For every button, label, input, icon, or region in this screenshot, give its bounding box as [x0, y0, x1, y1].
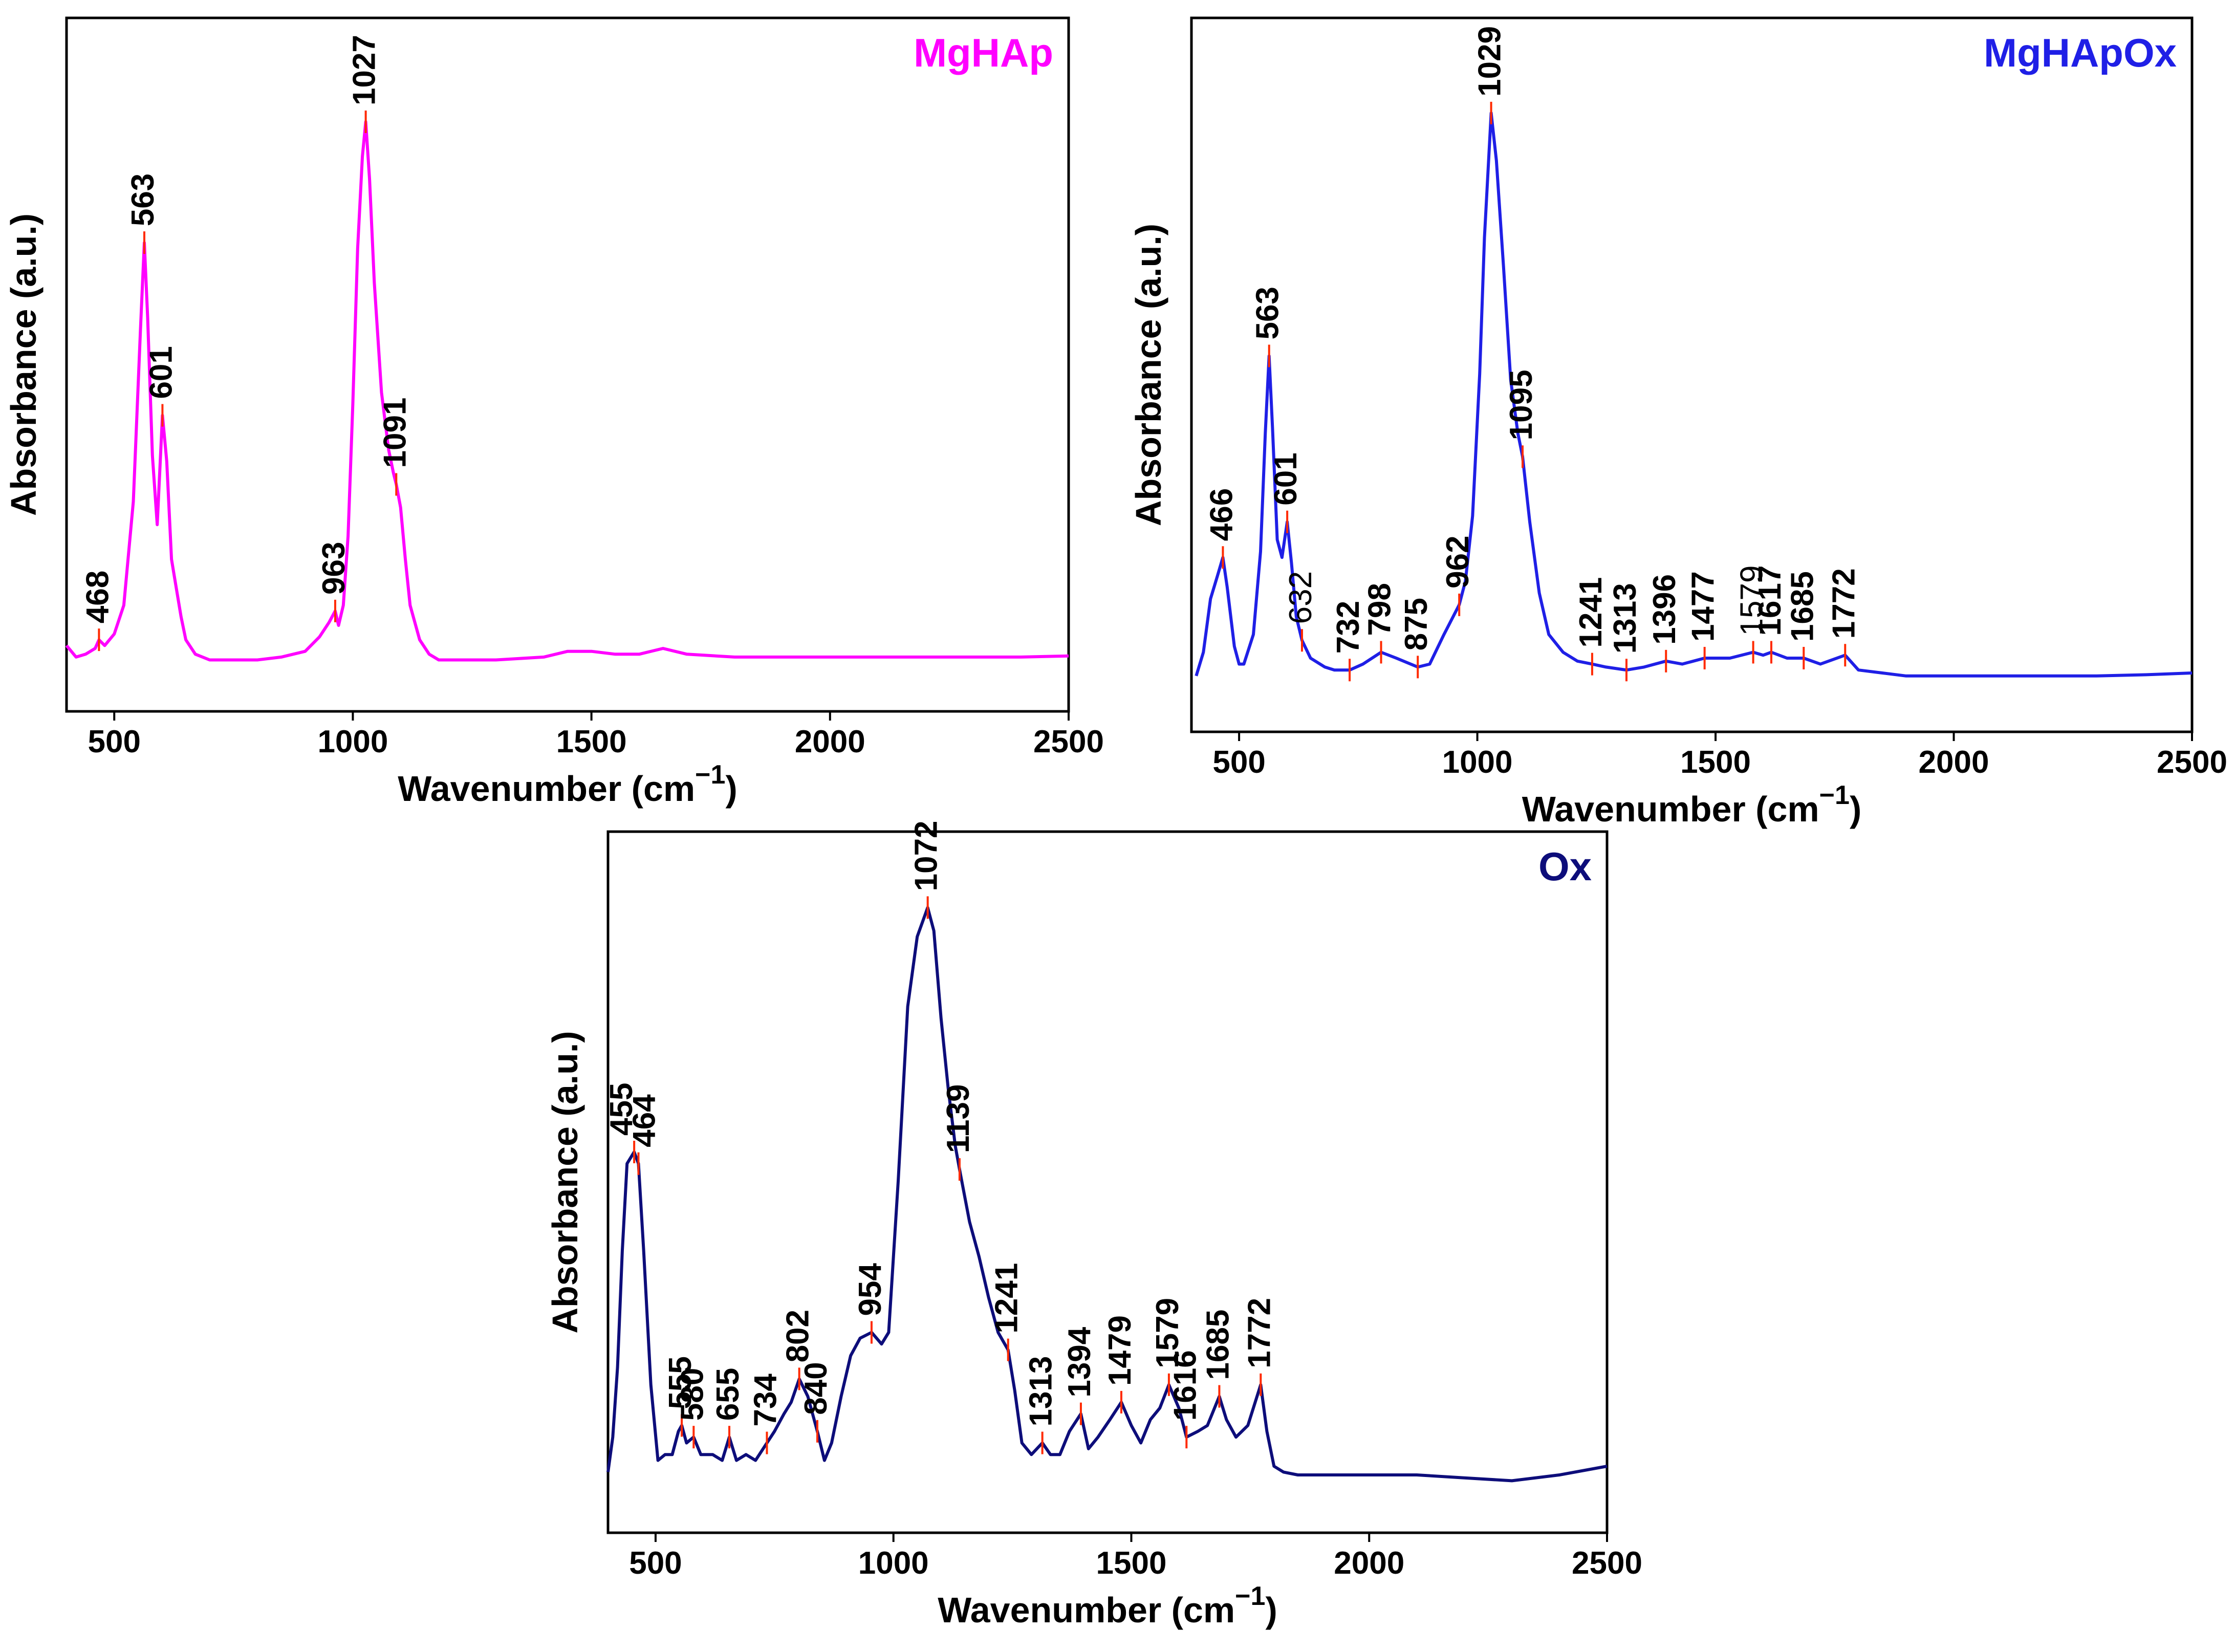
peak-label: 1772: [1826, 568, 1861, 639]
x-tick-label: 1500: [556, 724, 627, 759]
peak-label: 875: [1399, 598, 1434, 650]
peak-label: 1095: [1504, 369, 1539, 440]
peak-label: 962: [1440, 535, 1475, 588]
peak-label: 1685: [1200, 1310, 1235, 1380]
peak-label: 1029: [1472, 26, 1508, 97]
peak-label: 1579: [1734, 566, 1770, 636]
peak-label: 840: [798, 1362, 834, 1415]
peak-label: 1241: [1573, 577, 1609, 648]
peak-label: 580: [675, 1368, 710, 1421]
x-tick-label: 2000: [795, 724, 865, 759]
x-tick-label: 1000: [858, 1546, 929, 1581]
x-tick-label: 2000: [1919, 745, 1989, 780]
peak-label: 732: [1331, 601, 1366, 654]
peak-label: 468: [80, 571, 115, 623]
plot-frame: [606, 830, 1609, 1534]
x-axis-label: Wavenumber (cm−1): [1522, 780, 1862, 829]
peak-label: 1313: [1608, 583, 1643, 654]
chart-panel-ox: 500 1000 1500 2000 2500 Wavenumber (cm−1) Abso…: [545, 820, 1642, 1630]
y-axis-label: Absorbance (a.u.): [4, 213, 44, 516]
peak-label: 1394: [1062, 1327, 1097, 1397]
peak-label: 455: [604, 1082, 639, 1135]
peak-label: 1479: [1102, 1315, 1138, 1386]
x-tick-label: 500: [629, 1546, 682, 1581]
peak-label: 798: [1362, 583, 1398, 636]
peak-label: 464: [626, 1094, 662, 1147]
peak-label: 802: [780, 1310, 816, 1362]
peak-label: 563: [125, 173, 161, 226]
peak-label: 601: [143, 346, 179, 399]
x-axis-label-close: ): [725, 769, 737, 809]
peak-label: 655: [710, 1368, 746, 1421]
peak-label: 1685: [1785, 571, 1820, 642]
peak-label: 555: [663, 1356, 698, 1409]
plot-frame: [65, 16, 1070, 713]
chart-panel-mghap: 500 1000 1500 2000 2500 Wavenumber (cm−1) Abso…: [4, 16, 1104, 809]
y-axis-label: Absorbance (a.u.): [1129, 224, 1168, 526]
peak-label: 601: [1268, 452, 1304, 505]
x-axis-label-close: ): [1265, 1590, 1277, 1630]
series-line-ox: [606, 906, 1608, 1483]
peak-label: 1313: [1024, 1356, 1059, 1427]
chart-panel-mghapox: 500 1000 1500 2000 2500 Wavenumber (cm−1) Abso…: [1129, 16, 2227, 829]
x-axis-label-text: Wavenumber (cm: [398, 769, 695, 809]
x-axis-label-exponent: −1: [1819, 780, 1850, 810]
peak-label: 1617: [1752, 566, 1788, 636]
x-tick-label: 2000: [1334, 1546, 1404, 1581]
x-tick-label: 500: [88, 724, 141, 759]
x-axis-label-exponent: −1: [695, 760, 725, 790]
x-axis-label-exponent: −1: [1235, 1581, 1265, 1611]
x-tick-label: 2500: [1572, 1546, 1642, 1581]
peak-label: 963: [316, 541, 352, 594]
peak-label: 1241: [989, 1263, 1025, 1334]
peak-label: 1139: [941, 1084, 976, 1154]
y-axis-label: Absorbance (a.u.): [545, 1031, 585, 1333]
peak-label: 1091: [377, 398, 413, 468]
x-tick-label: 2500: [1033, 724, 1104, 759]
peak-label: 954: [853, 1263, 888, 1316]
peak-label: 1616: [1167, 1350, 1203, 1421]
peak-label: 632: [1283, 571, 1318, 624]
x-axis-label: Wavenumber (cm−1): [398, 760, 737, 809]
x-tick-label: 500: [1212, 745, 1265, 780]
x-tick-label: 1500: [1680, 745, 1751, 780]
series-line-mghap: [65, 120, 1069, 662]
x-tick-label: 2500: [2157, 745, 2227, 780]
peak-label: 1772: [1242, 1298, 1277, 1368]
peak-label: 466: [1204, 488, 1239, 541]
plot-frame: [1190, 16, 2194, 733]
peak-label: 1072: [909, 820, 944, 891]
peak-label: 1396: [1647, 574, 1682, 645]
peak-label: 1579: [1150, 1298, 1185, 1368]
x-axis-label-text: Wavenumber (cm: [1522, 789, 1819, 829]
peak-label: 1477: [1686, 571, 1721, 642]
x-tick-label: 1000: [317, 724, 388, 759]
x-axis-label: Wavenumber (cm−1): [938, 1581, 1277, 1630]
x-tick-label: 1000: [1442, 745, 1513, 780]
peak-label: 563: [1250, 287, 1286, 339]
x-tick-label: 1500: [1096, 1546, 1167, 1581]
chart-title: MgHApOx: [1984, 30, 2177, 75]
peak-label: 1027: [347, 35, 382, 105]
x-axis-label-text: Wavenumber (cm: [938, 1590, 1235, 1630]
chart-title: Ox: [1538, 844, 1592, 889]
x-axis-label-close: ): [1850, 789, 1861, 829]
peak-label: 734: [748, 1374, 783, 1427]
series-line-mghapox: [1195, 111, 2193, 678]
chart-title: MgHAp: [914, 30, 1053, 75]
